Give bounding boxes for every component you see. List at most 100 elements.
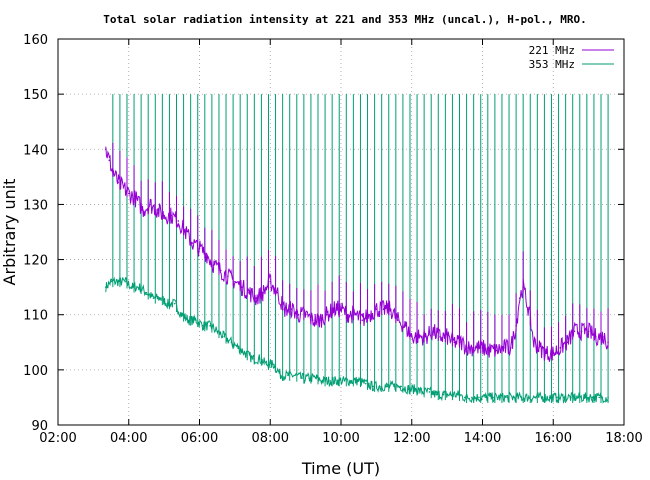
data-point [248, 291, 250, 294]
data-point [283, 308, 286, 311]
chart-title: Total solar radiation intensity at 221 a… [103, 13, 586, 26]
data-point [453, 341, 456, 344]
data-point [499, 396, 501, 399]
legend: 221 MHz 353 MHz [529, 44, 614, 71]
data-point [407, 388, 410, 390]
data-point [598, 396, 601, 399]
data-point [269, 280, 272, 283]
data-point [403, 324, 406, 327]
data-point [223, 335, 226, 338]
data-point [591, 396, 593, 399]
data-point [135, 198, 137, 200]
data-point [570, 396, 572, 399]
data-point [209, 324, 211, 327]
data-point [481, 347, 484, 349]
x-tick-label: 14:00 [464, 431, 501, 446]
data-point [350, 380, 353, 382]
y-tick-label: 120 [23, 254, 48, 269]
data-point [375, 308, 378, 311]
data-point [212, 264, 215, 266]
data-point [311, 319, 314, 322]
data-point [485, 396, 487, 399]
legend-label-221: 221 MHz [529, 44, 575, 57]
data-point [272, 363, 275, 366]
data-point [538, 347, 540, 349]
data-point [315, 377, 318, 379]
legend-label-353: 353 MHz [529, 58, 575, 71]
data-point [166, 302, 169, 305]
data-point [329, 380, 332, 382]
data-point [142, 209, 144, 211]
data-point [280, 374, 282, 377]
data-point [478, 396, 480, 399]
data-point [173, 302, 176, 305]
data-point [386, 385, 388, 388]
data-point [552, 352, 555, 355]
data-point [396, 319, 399, 322]
y-tick-label: 150 [23, 88, 48, 103]
data-point [333, 308, 335, 311]
data-point [601, 335, 604, 338]
data-point [532, 341, 535, 344]
data-point [467, 347, 470, 349]
data-point [184, 231, 187, 233]
data-point [124, 280, 127, 283]
data-point [488, 349, 491, 352]
data-point [548, 396, 551, 399]
data-point [104, 286, 107, 288]
x-tick-label: 04:00 [110, 431, 147, 446]
y-axis: 90 100 110 120 130 140 150 160 [23, 33, 624, 434]
y-tick-label: 130 [23, 198, 48, 213]
data-point [418, 335, 420, 338]
data-point [127, 192, 130, 195]
data-point [584, 396, 586, 399]
data-point [566, 341, 569, 344]
data-point [442, 393, 445, 396]
data-point [117, 181, 119, 184]
data-point [237, 347, 240, 349]
data-point [145, 291, 148, 294]
data-point [456, 393, 459, 396]
data-point [545, 352, 547, 355]
data-point [492, 396, 494, 399]
data-point [580, 330, 583, 333]
x-axis: 02:00 04:00 06:00 08:00 10:00 12:00 14:00 16:00… [39, 39, 643, 446]
data-point [177, 220, 180, 222]
data-point [518, 297, 521, 299]
data-point [156, 209, 158, 211]
data-point [506, 396, 509, 399]
data-point [297, 313, 300, 316]
data-point [181, 313, 183, 316]
data-point [354, 313, 356, 316]
data-point [555, 396, 558, 399]
data-point [400, 385, 402, 388]
data-point [244, 352, 247, 355]
data-point [290, 308, 293, 311]
y-tick-label: 90 [31, 419, 48, 434]
data-point [541, 396, 544, 399]
data-point [234, 280, 236, 283]
data-point [198, 247, 201, 250]
series-layer [104, 94, 609, 404]
data-point [104, 148, 107, 151]
data-point [421, 391, 424, 393]
data-point [318, 319, 321, 322]
data-point [527, 396, 530, 399]
series-line-353-mhz [105, 275, 609, 404]
data-point [446, 335, 448, 338]
data-point [474, 347, 477, 349]
data-point [502, 347, 505, 349]
y-tick-label: 160 [23, 33, 48, 48]
data-point [520, 396, 523, 399]
data-point [340, 308, 342, 311]
x-tick-label: 02:00 [39, 431, 76, 446]
data-point [230, 341, 233, 344]
data-point [227, 275, 229, 277]
data-point [108, 159, 111, 162]
data-point [471, 396, 473, 399]
data-point [361, 319, 364, 322]
data-point [389, 308, 392, 311]
data-point [372, 385, 374, 388]
data-point [304, 313, 307, 316]
data-point [527, 308, 530, 311]
